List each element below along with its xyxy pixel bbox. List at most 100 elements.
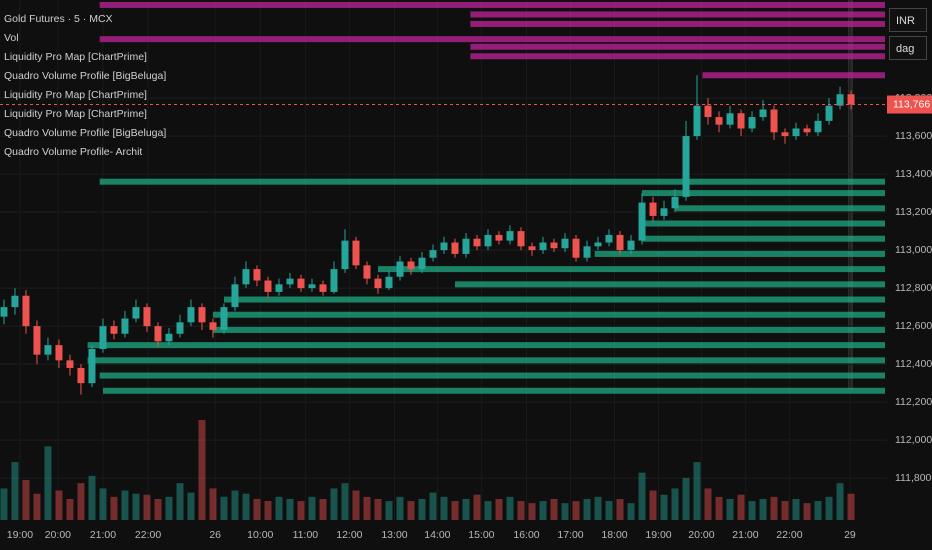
indicator-label[interactable]: Liquidity Pro Map [ChartPrime] — [4, 51, 147, 63]
candle-body — [440, 242, 448, 251]
volume-bar — [418, 498, 426, 520]
candle-body — [33, 326, 41, 355]
candle-body — [385, 276, 393, 289]
volume-bar — [396, 496, 404, 520]
volume-bar — [176, 483, 184, 520]
candle-body — [451, 242, 459, 254]
level-zone — [212, 311, 885, 318]
symbol-title[interactable]: Gold Futures · 5 · MCX — [4, 13, 113, 25]
candle-body — [693, 105, 701, 137]
candle-body — [77, 367, 85, 384]
candle-body — [517, 231, 525, 247]
candle-body — [198, 307, 206, 323]
volume-bar — [451, 501, 459, 520]
indicator-label[interactable]: Liquidity Pro Map [ChartPrime] — [4, 108, 147, 120]
candle-body — [583, 246, 591, 258]
x-tick-label: 17:00 — [557, 529, 583, 541]
level-zone — [87, 342, 886, 349]
volume-bar — [264, 501, 272, 520]
volume-bar — [462, 498, 470, 520]
candle-body — [671, 196, 679, 209]
volume-bar — [297, 501, 305, 520]
candle-body — [363, 265, 371, 279]
volume-bar — [517, 501, 525, 520]
volume-bar — [242, 493, 250, 520]
volume-bar — [143, 494, 151, 520]
candle-body — [616, 234, 624, 251]
candle-body — [660, 208, 668, 216]
volume-bar — [847, 493, 855, 520]
y-tick-label: 112,000 — [895, 434, 932, 446]
volume-bar — [506, 496, 514, 520]
volume-bar — [572, 501, 580, 520]
candle-body — [825, 105, 833, 121]
x-tick-label: 18:00 — [601, 529, 627, 541]
indicator-label[interactable]: Quadro Volume Profile [BigBeluga] — [4, 70, 167, 82]
x-tick-label: 13:00 — [381, 529, 407, 541]
y-tick-label: 113,200 — [895, 206, 932, 218]
volume-bar — [44, 446, 52, 520]
candle-body — [352, 240, 360, 266]
candle-body — [264, 280, 272, 292]
volume-bar — [759, 498, 767, 520]
indicator-label[interactable]: Quadro Volume Profile- Archit — [4, 146, 143, 158]
candle-body — [462, 238, 470, 254]
volume-bar — [11, 462, 19, 520]
level-zone — [377, 266, 885, 273]
candle-body — [110, 326, 118, 334]
indicator-label[interactable]: Quadro Volume Profile [BigBeluga] — [4, 127, 167, 139]
volume-bar — [88, 475, 96, 520]
volume-bar — [792, 498, 800, 520]
volume-bar — [110, 496, 118, 520]
candle-body — [319, 284, 327, 292]
volume-bar — [660, 494, 668, 520]
level-zone — [212, 326, 885, 333]
candle-body — [11, 295, 19, 308]
candle-body — [407, 261, 415, 270]
y-tick-label: 112,400 — [895, 358, 932, 370]
y-tick-label: 113,400 — [895, 168, 932, 180]
level-zone — [675, 205, 885, 212]
volume-bar — [616, 498, 624, 520]
candle-body — [220, 307, 228, 330]
candle-body — [770, 109, 778, 133]
volume-bar — [583, 498, 591, 520]
level-zone — [99, 178, 886, 185]
volume-bar — [66, 498, 74, 520]
interval-button[interactable]: dag — [889, 36, 927, 60]
volume-bar — [737, 494, 745, 520]
indicator-label[interactable]: Liquidity Pro Map [ChartPrime] — [4, 89, 147, 101]
level-zone — [99, 36, 886, 43]
y-tick-label: 112,200 — [895, 396, 932, 408]
volume-bar — [715, 496, 723, 520]
x-tick-label: 16:00 — [513, 529, 539, 541]
candle-body — [22, 295, 30, 327]
x-tick-label: 20:00 — [45, 529, 71, 541]
candle-body — [132, 307, 140, 319]
volume-bar — [231, 490, 239, 520]
volume-bar — [484, 501, 492, 520]
last-price-box — [887, 95, 932, 114]
currency-button[interactable]: INR — [889, 8, 927, 32]
level-zone — [642, 190, 885, 197]
level-zone — [594, 250, 885, 257]
volume-bar — [374, 498, 382, 520]
x-tick-label: 19:00 — [7, 529, 33, 541]
x-tick-label: 21:00 — [90, 529, 116, 541]
candle-body — [803, 128, 811, 133]
volume-bar — [473, 494, 481, 520]
volume-bar — [0, 488, 8, 520]
legend: Gold Futures · 5 · MCX Vol Liquidity Pro … — [4, 10, 166, 162]
volume-bar — [209, 488, 217, 520]
volume-bar — [319, 498, 327, 520]
level-zone — [702, 72, 885, 79]
indicator-label[interactable]: Vol — [4, 32, 19, 44]
volume-bar — [55, 490, 63, 520]
level-zone — [99, 372, 886, 379]
x-tick-label: 14:00 — [424, 529, 450, 541]
candle-body — [44, 345, 52, 355]
candle-body — [572, 238, 580, 258]
candle-body — [275, 284, 283, 292]
